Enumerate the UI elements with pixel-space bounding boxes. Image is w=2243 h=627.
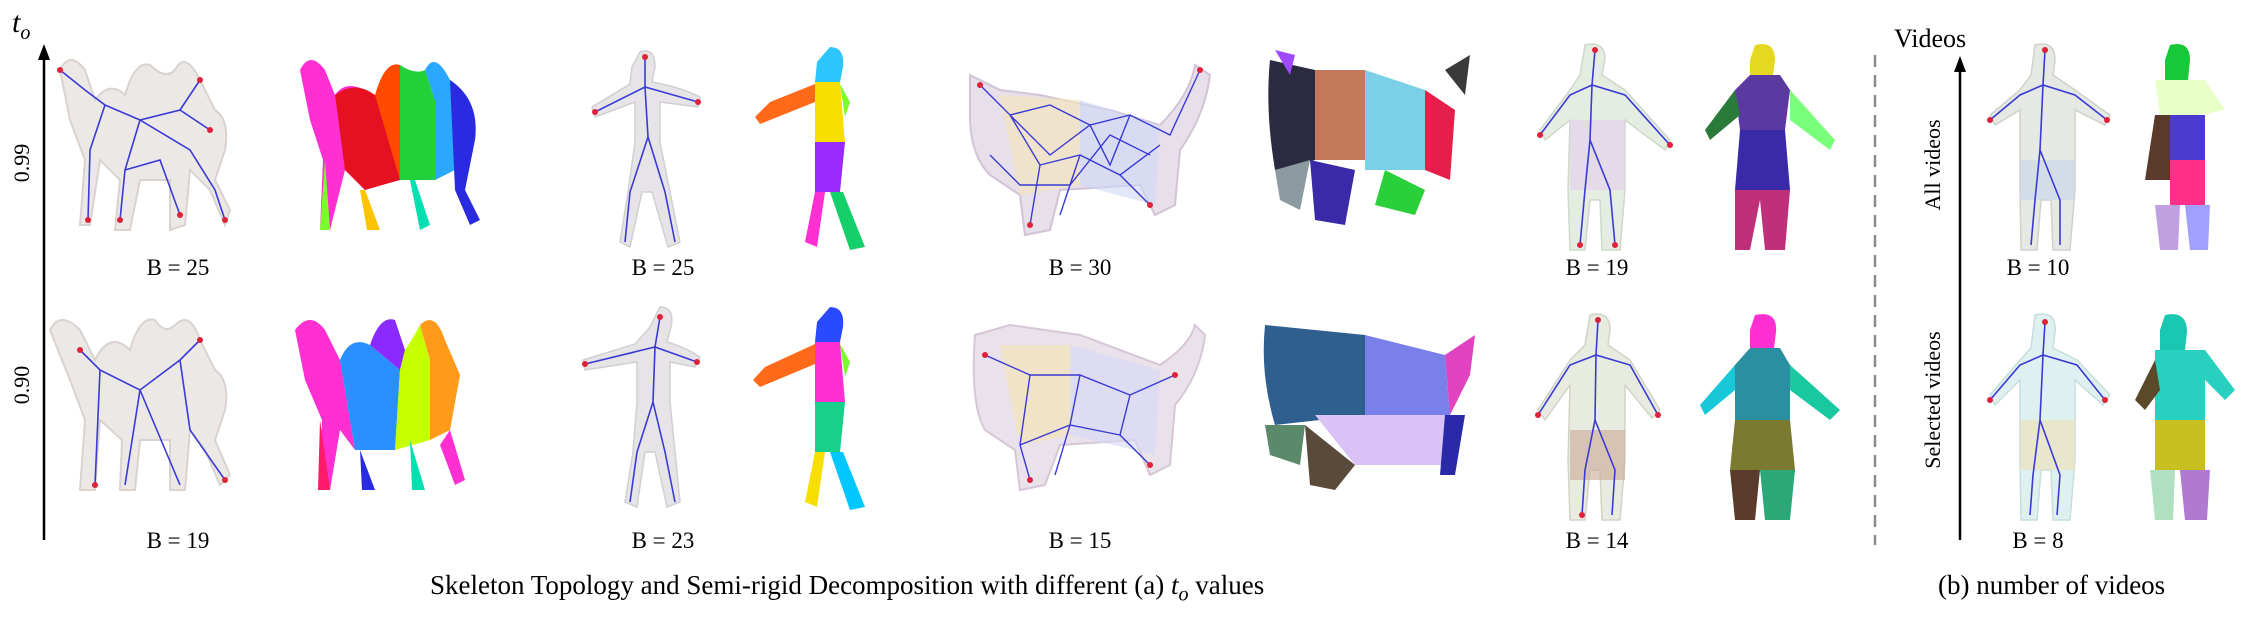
axis-a-tick-bottom: 0.90: [9, 365, 34, 405]
caption-b: (b) number of videos: [1938, 570, 2166, 600]
human-segments-top: [755, 47, 865, 250]
human-skeleton-top: [591, 50, 701, 249]
child-skeleton-all-videos: [1987, 43, 2111, 251]
child-skeleton-bottom: [1535, 313, 1661, 521]
child-skeleton-top: [1537, 43, 1673, 251]
camel-segments-top: [300, 60, 480, 230]
camel-skeleton-bottom: [48, 318, 232, 491]
child-segments-bottom: [1700, 314, 1840, 520]
cat-segments-bottom: [1263, 325, 1475, 490]
panel-separator: [1873, 55, 1877, 545]
cat-segments-top: [1268, 50, 1470, 225]
axis-b-arrow: [1954, 56, 1966, 540]
axis-a-arrow: [38, 44, 50, 540]
label-bottom-2: B = 23: [631, 528, 695, 553]
label-bottom-1: B = 19: [146, 528, 210, 553]
camel-segments-bottom: [295, 319, 465, 490]
human-segments-bottom: [753, 307, 865, 510]
child-segments-top: [1705, 44, 1835, 250]
label-top-5: B = 10: [2006, 255, 2070, 280]
axis-b-tick-top: All videos: [1920, 119, 1945, 211]
axis-b-title: Videos: [1894, 24, 1967, 53]
human-skeleton-bottom: [582, 306, 701, 509]
cat-skeleton-top: [969, 63, 1212, 237]
label-top-1: B = 25: [146, 255, 210, 280]
label-bottom-4: B = 14: [1565, 528, 1629, 553]
cat-skeleton-bottom: [972, 323, 1207, 492]
label-top-2: B = 25: [631, 255, 695, 280]
child-segments-all-videos: [2145, 44, 2225, 250]
child-segments-selected-videos: [2135, 314, 2235, 520]
axis-a-tick-top: 0.99: [9, 143, 34, 183]
label-bottom-3: B = 15: [1048, 528, 1112, 553]
axis-a-title: to: [12, 6, 31, 44]
caption-a: Skeleton Topology and Semi-rigid Decompo…: [430, 570, 1265, 606]
camel-skeleton-top: [57, 59, 232, 232]
label-top-3: B = 30: [1048, 255, 1112, 280]
axis-b-tick-bottom: Selected videos: [1920, 331, 1945, 469]
label-top-4: B = 19: [1565, 255, 1629, 280]
child-skeleton-selected-videos: [1987, 313, 2111, 521]
label-bottom-5: B = 8: [2012, 528, 2064, 553]
